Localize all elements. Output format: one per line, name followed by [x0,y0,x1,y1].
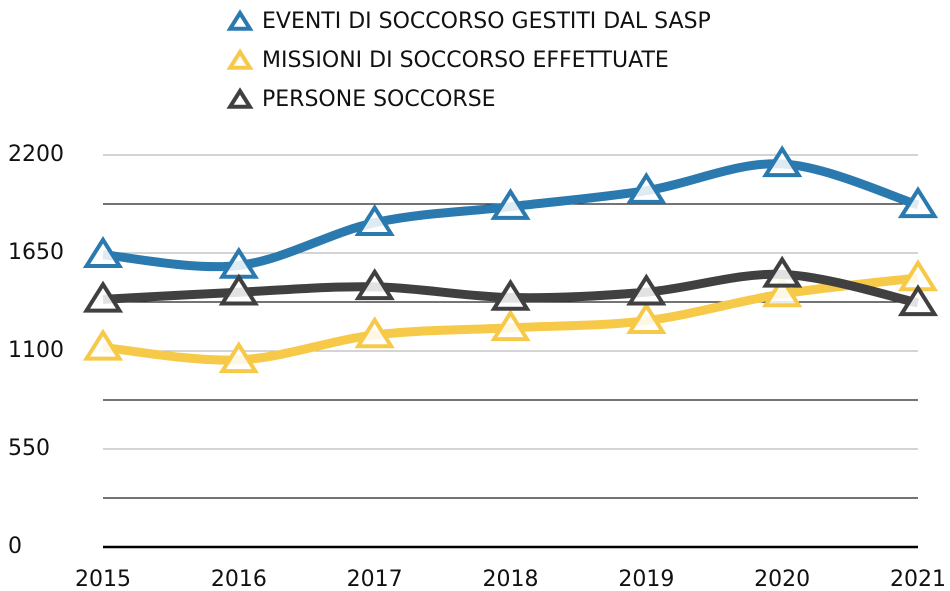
marker [762,145,803,178]
legend-label: PERSONE SOCCORSE [262,87,496,112]
marker [762,275,803,308]
marker [82,328,124,361]
legend-label: EVENTI DI SOCCORSO GESTITI DAL SASP [262,9,711,34]
marker [490,278,531,311]
legend-marker [226,87,254,109]
y-tick-label: 1100 [8,338,64,363]
marker [762,255,803,288]
marker [354,203,395,236]
marker [490,309,531,342]
marker [354,316,395,349]
x-tick-label: 2017 [347,567,403,591]
marker [897,186,939,219]
x-tick-label: 2021 [890,567,946,591]
marker [82,236,124,269]
marker [626,171,667,204]
x-tick-label: 2019 [618,567,674,591]
legend-label: MISSIONI DI SOCCORSO EFFETTUATE [262,48,669,73]
marker [897,284,939,317]
legend-marker [226,9,254,31]
y-tick-label: 0 [8,534,22,559]
y-tick-label: 550 [8,436,50,461]
marker [82,280,124,313]
x-tick-label: 2020 [754,567,810,591]
x-tick-label: 2015 [75,567,131,591]
marker [626,273,667,306]
y-tick-label: 2200 [8,142,64,167]
marker [626,301,667,334]
x-tick-label: 2018 [483,567,539,591]
y-tick-label: 1650 [8,240,64,265]
x-tick-label: 2016 [211,567,267,591]
marker [490,187,531,220]
legend-marker [226,48,254,70]
marker [218,341,259,374]
marker [354,268,395,301]
marker [218,273,259,306]
